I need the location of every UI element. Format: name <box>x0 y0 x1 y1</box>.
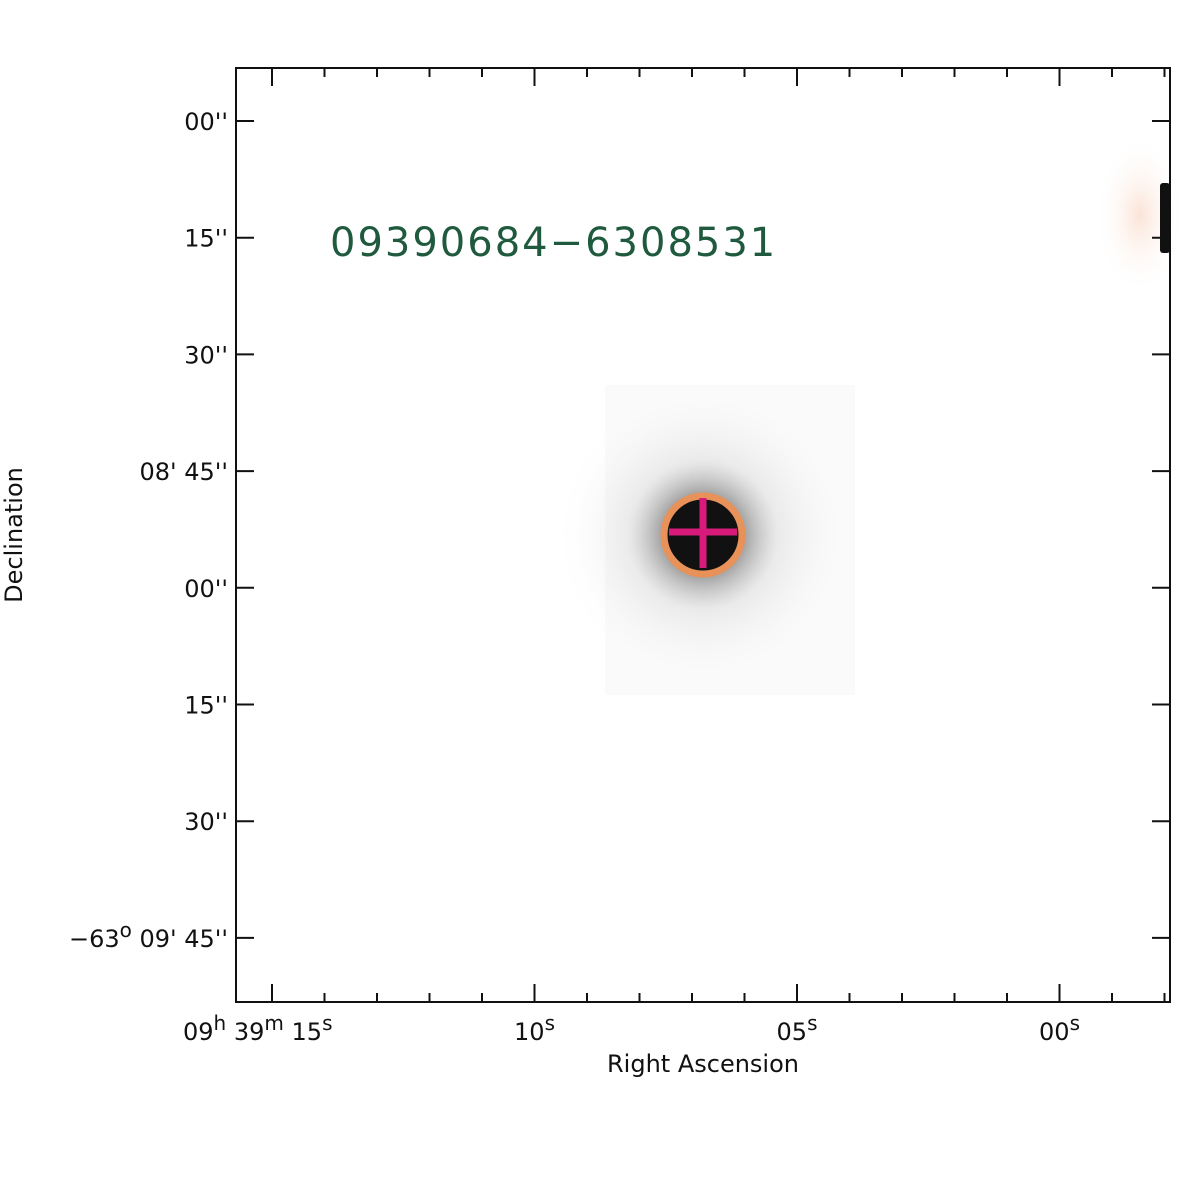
tick-label-part: 15'' <box>184 225 228 253</box>
y-axis-label: Declination <box>0 467 28 603</box>
tick-label-part: 09' 45'' <box>132 925 228 953</box>
tick-label-sup: m <box>264 1011 283 1035</box>
tick-label: 09h 39m 15s <box>183 1011 332 1046</box>
aperture-circle <box>660 492 746 578</box>
tick-label-part: 39 <box>226 1018 264 1046</box>
tick-label-part: 09 <box>183 1018 214 1046</box>
ticks: 00'' 15'' 30'' 08' 45'' 00'' 15'' 30'' −63o 09'… <box>69 68 1170 1046</box>
tick-label-sup: h <box>214 1011 227 1035</box>
x-axis-label: Right Ascension <box>607 1050 799 1078</box>
tick-label-sup: s <box>322 1011 332 1035</box>
tick-label: 10s <box>514 1011 555 1046</box>
tick-label: 15'' <box>184 692 228 720</box>
tick-label: 08' 45'' <box>140 458 229 486</box>
tick-label: 30'' <box>184 341 228 369</box>
tick-label-part: 15'' <box>184 692 228 720</box>
tick-label: 00'' <box>184 575 228 603</box>
tick-label-part: 30'' <box>184 808 228 836</box>
tick-label-sup: s <box>545 1011 555 1035</box>
tick-label-sup: o <box>120 918 132 942</box>
tick-label: 00s <box>1039 1011 1080 1046</box>
tick-label: 30'' <box>184 808 228 836</box>
plot-frame <box>235 67 1171 1003</box>
tick-label-part: 15 <box>284 1018 322 1046</box>
tick-label-sup: s <box>1070 1011 1080 1035</box>
tick-label-part: 00'' <box>184 108 228 136</box>
tick-label-part: 05 <box>777 1018 808 1046</box>
tick-label-part: 00 <box>1039 1018 1070 1046</box>
edge-halo <box>1095 135 1180 295</box>
tick-label-part: 08' 45'' <box>140 458 229 486</box>
tick-label-part: 10 <box>514 1018 545 1046</box>
tick-label-part: 00'' <box>184 575 228 603</box>
object-label: 09390684−6308531 <box>330 220 777 266</box>
tick-label-part: 30'' <box>184 341 228 369</box>
tick-label-part: −63 <box>69 925 120 953</box>
tick-label: 05s <box>777 1011 818 1046</box>
image <box>553 135 1180 695</box>
tick-label-sup: s <box>807 1011 817 1035</box>
tick-label: −63o 09' 45'' <box>69 918 228 953</box>
tick-label: 00'' <box>184 108 228 136</box>
tick-label: 15'' <box>184 225 228 253</box>
edge-source <box>1160 183 1170 253</box>
